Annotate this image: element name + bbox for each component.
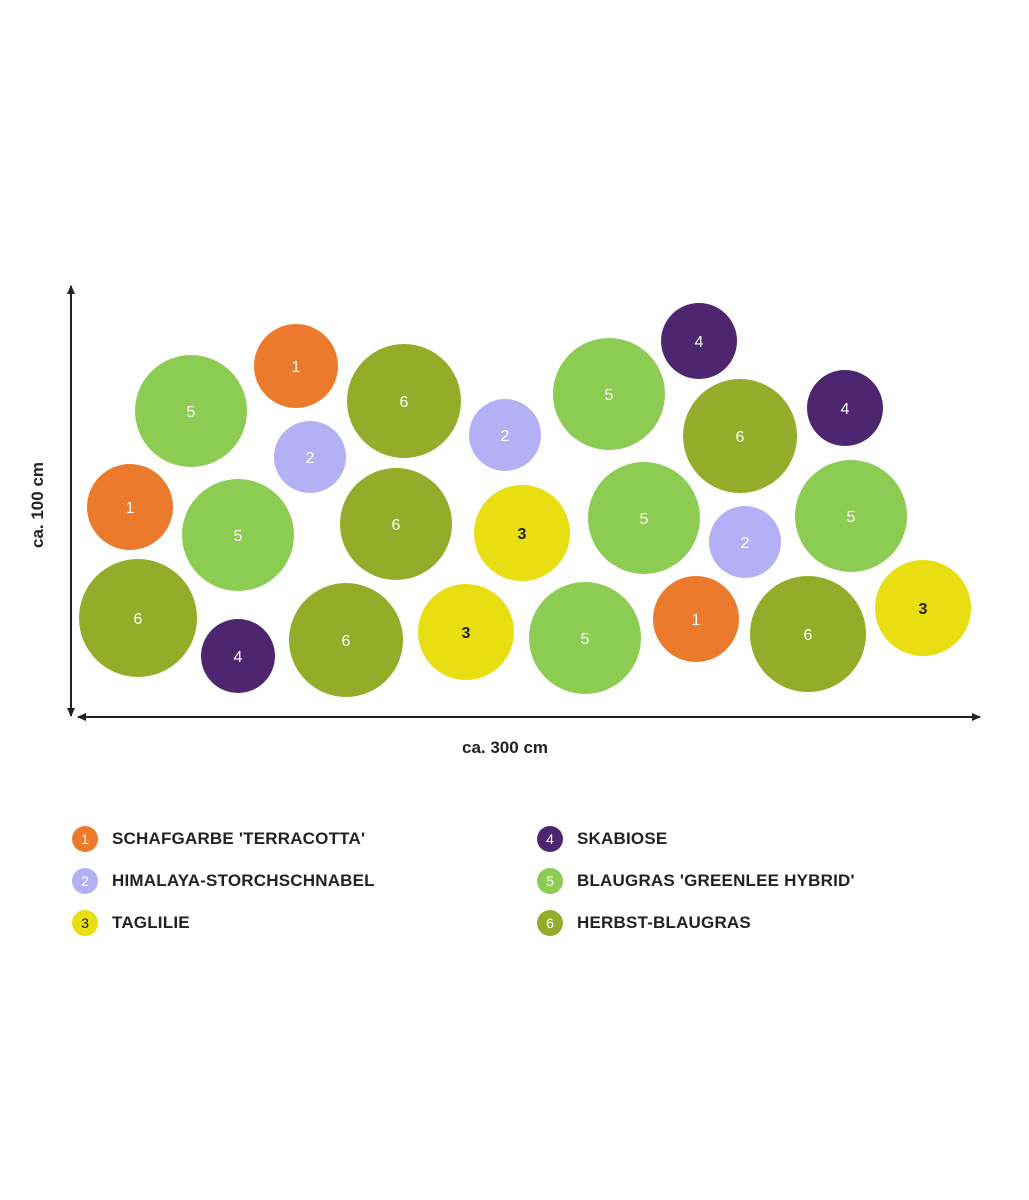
plant-circle bbox=[469, 399, 541, 471]
plant-number: 1 bbox=[292, 359, 301, 376]
plant-number: 6 bbox=[400, 394, 409, 411]
legend-marker: 6 bbox=[537, 910, 563, 936]
plant-circles: 5 1 6 2 2 5 4 6 4 1 5 6 3 5 2 5 6 4 6 3 5 1 6 3 bbox=[79, 303, 971, 697]
plant-circle bbox=[474, 485, 570, 581]
plant-number: 5 bbox=[187, 404, 196, 421]
plant-number: 6 bbox=[804, 627, 813, 644]
plant-circle bbox=[347, 344, 461, 458]
legend-marker: 1 bbox=[72, 826, 98, 852]
plant-circle bbox=[750, 576, 866, 692]
legend-item: 5 BLAUGRAS 'GREENLEE HYBRID' bbox=[537, 860, 855, 902]
plant-number: 1 bbox=[692, 612, 701, 629]
plant-number: 5 bbox=[847, 509, 856, 526]
plant-circle bbox=[553, 338, 665, 450]
legend-marker: 4 bbox=[537, 826, 563, 852]
plant-circle bbox=[709, 506, 781, 578]
plant-number: 5 bbox=[234, 528, 243, 545]
plant-number: 4 bbox=[841, 401, 850, 418]
legend-label: BLAUGRAS 'GREENLEE HYBRID' bbox=[577, 871, 855, 890]
plant-number: 4 bbox=[234, 649, 243, 666]
legend-column-left: 1 SCHAFGARBE 'TERRACOTTA' 2 HIMALAYA-STO… bbox=[72, 818, 375, 944]
legend-item: 4 SKABIOSE bbox=[537, 818, 855, 860]
plant-circle bbox=[795, 460, 907, 572]
plant-circle bbox=[289, 583, 403, 697]
plant-number: 2 bbox=[501, 428, 510, 445]
plant-circle bbox=[201, 619, 275, 693]
plant-circle bbox=[274, 421, 346, 493]
legend-label: SCHAFGARBE 'TERRACOTTA' bbox=[112, 829, 366, 848]
plant-number: 6 bbox=[736, 429, 745, 446]
legend-marker: 5 bbox=[537, 868, 563, 894]
plant-number: 3 bbox=[518, 526, 527, 543]
plant-number: 2 bbox=[741, 535, 750, 552]
plant-circle bbox=[529, 582, 641, 694]
plant-circle bbox=[807, 370, 883, 446]
plant-circle bbox=[588, 462, 700, 574]
plant-circle bbox=[254, 324, 338, 408]
legend-item: 6 HERBST-BLAUGRAS bbox=[537, 902, 855, 944]
legend-item: 1 SCHAFGARBE 'TERRACOTTA' bbox=[72, 818, 375, 860]
plant-circle bbox=[875, 560, 971, 656]
plant-number: 6 bbox=[134, 611, 143, 628]
plant-number: 6 bbox=[392, 517, 401, 534]
legend-marker: 3 bbox=[72, 910, 98, 936]
legend-label: HIMALAYA-STORCHSCHNABEL bbox=[112, 871, 375, 890]
plant-circle bbox=[182, 479, 294, 591]
plant-number: 5 bbox=[605, 387, 614, 404]
height-label: ca. 100 cm bbox=[28, 461, 47, 548]
plant-circle bbox=[653, 576, 739, 662]
plant-circle bbox=[340, 468, 452, 580]
width-label: ca. 300 cm bbox=[462, 738, 549, 757]
plant-number: 2 bbox=[306, 450, 315, 467]
legend-label: SKABIOSE bbox=[577, 829, 668, 848]
plant-circle bbox=[683, 379, 797, 493]
legend-item: 3 TAGLILIE bbox=[72, 902, 375, 944]
plant-circle bbox=[87, 464, 173, 550]
legend-column-right: 4 SKABIOSE 5 BLAUGRAS 'GREENLEE HYBRID' … bbox=[537, 818, 855, 944]
legend-label: HERBST-BLAUGRAS bbox=[577, 913, 751, 932]
plant-circle bbox=[661, 303, 737, 379]
plant-circle bbox=[418, 584, 514, 680]
plant-number: 1 bbox=[126, 500, 135, 517]
plant-circle bbox=[79, 559, 197, 677]
plant-number: 3 bbox=[462, 625, 471, 642]
plant-number: 6 bbox=[342, 633, 351, 650]
plant-number: 5 bbox=[640, 511, 649, 528]
plant-number: 5 bbox=[581, 631, 590, 648]
planting-plan: 5 1 6 2 2 5 4 6 4 1 5 6 3 5 2 5 6 4 6 3 5 1 6 3 bbox=[67, 285, 981, 721]
legend-item: 2 HIMALAYA-STORCHSCHNABEL bbox=[72, 860, 375, 902]
legend-label: TAGLILIE bbox=[112, 913, 190, 932]
plant-number: 4 bbox=[695, 334, 704, 351]
legend-marker: 2 bbox=[72, 868, 98, 894]
plant-circle bbox=[135, 355, 247, 467]
plant-number: 3 bbox=[919, 601, 928, 618]
